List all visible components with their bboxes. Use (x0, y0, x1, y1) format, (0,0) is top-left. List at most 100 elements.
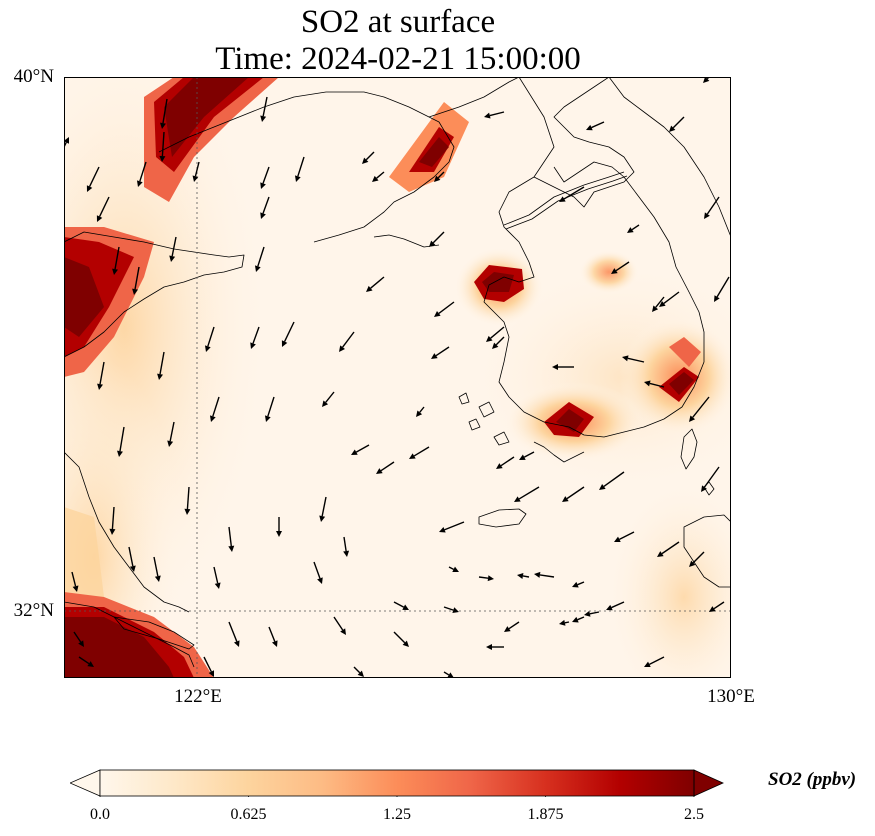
wind-vector-head (366, 285, 373, 292)
wind-vector (438, 301, 455, 314)
wind-vector (313, 561, 321, 579)
wind-vector (589, 611, 600, 615)
wind-vector (518, 486, 540, 500)
wind-vector-head (351, 449, 358, 455)
wind-vector-head (87, 661, 94, 667)
wind-vector-head (167, 440, 174, 447)
wind-vector-head (132, 288, 139, 295)
wind-vector-head (714, 295, 720, 302)
wind-vector (393, 601, 405, 608)
wind-vector-head (659, 301, 666, 307)
wind-vector (262, 196, 270, 214)
wind-vector-head (534, 571, 541, 578)
wind-vector-head (169, 255, 176, 262)
wind-vector-head (228, 545, 235, 552)
colorbar (68, 769, 724, 800)
wind-vector-head (552, 364, 558, 370)
wind-vector (539, 574, 555, 578)
wind-vector (262, 96, 268, 117)
wind-vector-head (322, 400, 329, 407)
wind-vector-head (264, 415, 271, 422)
wind-vector-head (260, 182, 266, 189)
wind-vector (297, 156, 305, 177)
wind-vector (380, 461, 395, 472)
wind-vector-head (86, 185, 93, 192)
wind-vector (716, 276, 730, 298)
wind-vector-head (709, 606, 716, 612)
wind-vector (114, 246, 120, 270)
wind-vector-head (492, 342, 499, 349)
map-panel (64, 77, 731, 678)
wind-vector-head (689, 415, 696, 422)
wind-vector (713, 601, 725, 610)
wind-vector (213, 566, 219, 584)
wind-vector-head (78, 640, 84, 647)
wind-vector (413, 446, 430, 457)
wind-vector-head (109, 528, 116, 535)
wind-vector-head (559, 196, 566, 202)
wind-vector-head (112, 268, 119, 275)
wind-vector (495, 336, 505, 346)
wind-vector-head (572, 616, 579, 623)
wind-vector (228, 621, 238, 642)
wind-vector-head (452, 566, 459, 572)
wind-vector-head (136, 180, 143, 187)
wind-vector (212, 396, 220, 417)
coastlines (64, 77, 731, 668)
wind-vector-head (129, 565, 136, 572)
wind-vector (522, 575, 530, 578)
wind-vector-head (689, 560, 696, 567)
wind-vector-head (519, 454, 526, 460)
wind-vector (333, 616, 344, 631)
wind-vector (139, 161, 147, 182)
wind-vector (577, 581, 585, 586)
wind-vector-head (271, 640, 278, 647)
wind-vector (393, 631, 406, 644)
wind-vector-head (339, 345, 345, 352)
wind-vector-head (160, 122, 166, 129)
wind-vector (99, 361, 105, 385)
wind-vector (437, 171, 445, 179)
wind-vector (663, 291, 680, 304)
wind-vector (615, 261, 630, 272)
wind-vectors (64, 77, 730, 678)
wind-vector (343, 536, 347, 552)
wind-vector (619, 531, 635, 540)
wind-vector (88, 166, 100, 187)
wind-vector (649, 656, 665, 665)
wind-vector (603, 471, 625, 488)
wind-vector-head (402, 640, 409, 647)
wind-vector-head (434, 311, 441, 317)
title-line-variable: SO2 at surface (300, 4, 496, 40)
wind-vector-head (559, 619, 566, 626)
wind-vector-head (486, 335, 493, 342)
colorbar-svg (68, 769, 724, 800)
wind-vector-head (486, 644, 492, 650)
wind-vector (128, 546, 134, 567)
hotspot-liaodong (389, 102, 469, 192)
wind-vector (478, 576, 489, 579)
wind-vector (73, 631, 82, 643)
wind-vector (563, 186, 585, 200)
wind-vector (500, 456, 515, 467)
wind-vector-head (584, 610, 591, 617)
wind-vector (443, 606, 454, 611)
wind-vector (661, 541, 680, 555)
wind-vector (649, 382, 665, 388)
wind-vector-head (611, 268, 618, 274)
wind-vector (591, 121, 605, 129)
wind-vector-head (434, 175, 441, 182)
wind-vector-head (622, 355, 629, 362)
hotspot-hebei (144, 77, 279, 202)
wind-vector-head (504, 626, 511, 632)
wind-vector-head (652, 305, 659, 312)
wind-vector (627, 357, 645, 363)
wind-vector-head (614, 536, 621, 542)
wind-vector (228, 526, 232, 547)
wind-vector-head (319, 515, 326, 522)
wind-vector-head (452, 607, 459, 613)
wind-vector (703, 466, 720, 488)
wind-vector (161, 131, 165, 157)
wind-vector (252, 326, 260, 344)
lon-label-130e: 130°E (707, 686, 755, 707)
